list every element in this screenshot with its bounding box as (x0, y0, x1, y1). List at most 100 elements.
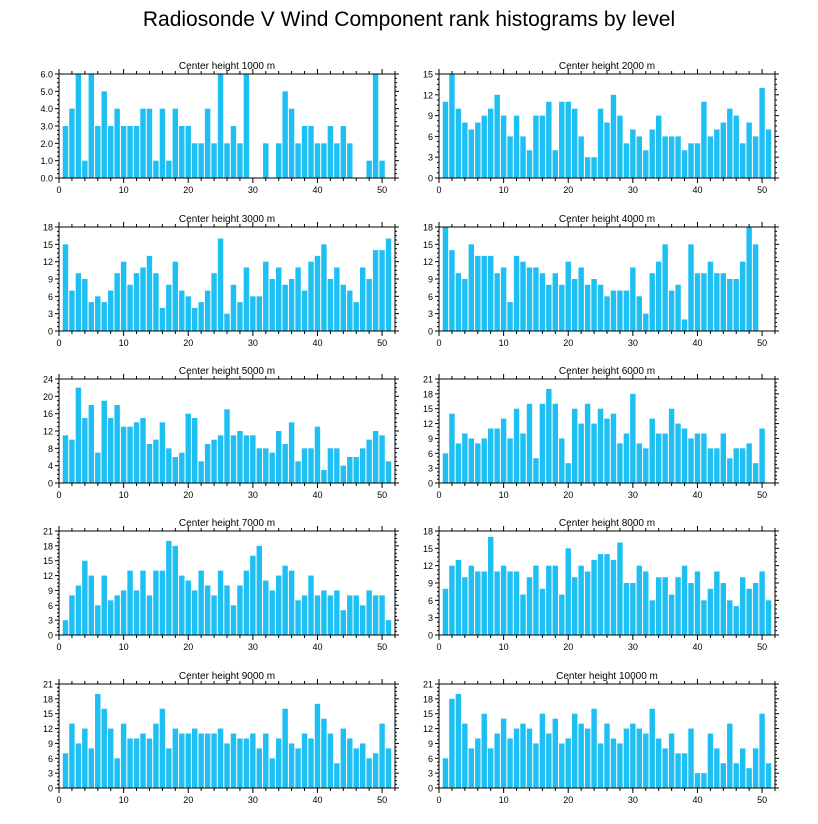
histogram-bar (69, 108, 75, 178)
histogram-bar (211, 439, 217, 483)
histogram-bar (146, 595, 153, 635)
histogram-bar (552, 718, 559, 788)
histogram-bar (513, 408, 520, 483)
histogram-bar (159, 108, 166, 178)
histogram-bar (694, 773, 701, 788)
histogram-bar (347, 143, 353, 178)
histogram-bar (334, 448, 340, 483)
histogram-bar (237, 302, 243, 331)
histogram-bar (623, 290, 630, 331)
histogram-bar (487, 748, 494, 788)
histogram-bar (714, 748, 720, 788)
panel-title: Center height 8000 m (559, 518, 655, 529)
histogram-bar (533, 743, 539, 788)
y-tick-label: 6.0 (40, 70, 53, 80)
histogram-bar (379, 595, 385, 635)
histogram-bar (133, 590, 140, 635)
histogram-bar (675, 136, 681, 178)
histogram-bar (546, 565, 552, 635)
panel-title: Center height 7000 m (179, 518, 275, 529)
histogram-bar (739, 577, 746, 635)
histogram-bar (681, 753, 688, 788)
y-tick-label: 15 (423, 544, 433, 554)
x-tick-label: 50 (377, 642, 387, 652)
histogram-bar (288, 743, 295, 788)
y-tick-label: 24 (43, 375, 53, 385)
x-tick-label: 0 (56, 490, 61, 500)
histogram-bar (727, 600, 733, 635)
histogram-bar (224, 743, 230, 788)
histogram-bar (120, 126, 127, 178)
x-tick-label: 30 (628, 642, 638, 652)
y-tick-label: 12 (423, 724, 433, 734)
x-tick-label: 50 (377, 795, 387, 805)
histogram-bar (75, 585, 82, 635)
histogram-bar (559, 284, 565, 331)
histogram-bar (101, 575, 107, 635)
histogram-bar (95, 693, 101, 788)
x-tick-label: 50 (377, 338, 387, 348)
histogram-bar (224, 409, 230, 483)
histogram-bar (630, 393, 636, 483)
histogram-bar (584, 157, 591, 178)
histogram-bar (347, 457, 353, 483)
histogram-bar (513, 728, 520, 788)
y-tick-label: 6 (48, 754, 53, 764)
histogram-bar (481, 115, 487, 178)
histogram-bar (159, 570, 166, 635)
histogram-bar (513, 115, 520, 178)
histogram-bar (327, 279, 334, 331)
y-tick-label: 21 (43, 527, 53, 537)
histogram-bar (314, 143, 321, 178)
histogram-bar (578, 423, 584, 483)
histogram-bar (739, 448, 746, 483)
y-tick-label: 9 (428, 739, 433, 749)
histogram-bar (746, 588, 752, 635)
histogram-bar (668, 136, 675, 178)
histogram-bar (584, 403, 591, 483)
panel-title: Center height 3000 m (179, 214, 275, 225)
x-tick-label: 30 (628, 795, 638, 805)
histogram-bar (275, 267, 282, 331)
histogram-bar (643, 571, 649, 635)
y-tick-label: 15 (43, 709, 53, 719)
histogram-bar (623, 433, 630, 483)
histogram-bar (191, 590, 198, 635)
histogram-bar (159, 708, 166, 788)
histogram-bar (75, 743, 82, 788)
histogram-bar (191, 418, 198, 483)
histogram-bar (597, 108, 604, 178)
histogram-bar (759, 87, 765, 178)
histogram-bar (334, 763, 340, 788)
histogram-bar (107, 600, 114, 635)
histogram-bar (462, 122, 468, 178)
y-tick-label: 6 (48, 601, 53, 611)
histogram-bar (727, 279, 733, 331)
y-tick-label: 12 (423, 561, 433, 571)
histogram-bar (513, 255, 520, 331)
x-tick-label: 10 (499, 795, 509, 805)
y-tick-label: 8 (48, 444, 53, 454)
histogram-bar (75, 387, 82, 483)
histogram-bar (500, 267, 507, 331)
histogram-bar (565, 463, 571, 483)
histogram-bar (359, 743, 366, 788)
histogram-bar (179, 733, 185, 788)
histogram-bar (591, 157, 597, 178)
histogram-bar (314, 703, 321, 788)
histogram-bar (321, 718, 327, 788)
x-tick-label: 0 (436, 338, 441, 348)
histogram-bar (475, 738, 481, 788)
histogram-bar (185, 296, 191, 331)
y-tick-label: 0 (48, 631, 53, 641)
histogram-bar (295, 267, 301, 331)
histogram-bar (623, 728, 630, 788)
histogram-bar (668, 408, 675, 483)
histogram-bar (714, 571, 720, 635)
y-tick-label: 18 (423, 389, 433, 399)
x-tick-label: 20 (563, 338, 573, 348)
histogram-bar (185, 413, 191, 483)
x-tick-label: 20 (563, 185, 573, 195)
histogram-bar (442, 227, 449, 331)
histogram-bar (327, 733, 334, 788)
